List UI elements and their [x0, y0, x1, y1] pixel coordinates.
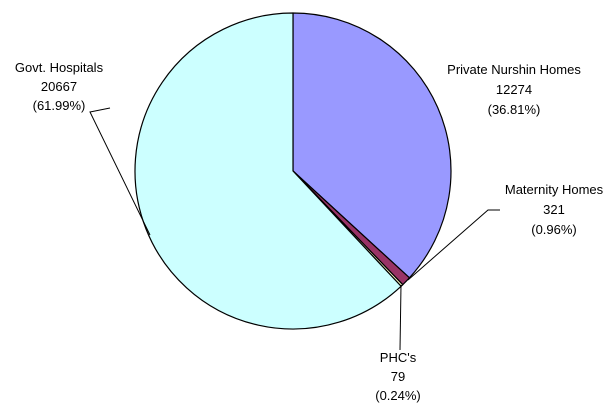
label-maternity-homes-percent: (0.96%)	[531, 222, 577, 237]
label-phcs-value: 79	[391, 369, 405, 384]
leader-line-maternity-homes	[407, 209, 500, 281]
label-phcs-percent: (0.24%)	[375, 388, 421, 403]
label-maternity-homes-name: Maternity Homes	[505, 182, 604, 197]
pie-slice-private-nurshin-homes	[292, 12, 452, 279]
leader-line-govt-hospitals	[89, 107, 151, 236]
label-private-nurshin-homes-percent: (36.81%)	[488, 102, 541, 117]
label-private-nurshin-homes-value: 12274	[496, 82, 532, 97]
label-private-nurshin-homes-name: Private Nurshin Homes	[447, 62, 581, 77]
label-phcs-name: PHC's	[380, 350, 417, 365]
pie-slice-govt-hospitals	[134, 12, 402, 330]
label-maternity-homes-value: 321	[543, 202, 565, 217]
label-govt-hospitals-percent: (61.99%)	[33, 98, 86, 113]
label-govt-hospitals-value: 20667	[41, 79, 77, 94]
slice-labels: Private Nurshin Homes 12274 (36.81%) Mat…	[15, 60, 604, 403]
label-govt-hospitals-name: Govt. Hospitals	[15, 60, 104, 75]
pie-slices	[134, 12, 452, 330]
leader-line-phcs	[399, 284, 402, 351]
leader-lines	[89, 107, 500, 351]
